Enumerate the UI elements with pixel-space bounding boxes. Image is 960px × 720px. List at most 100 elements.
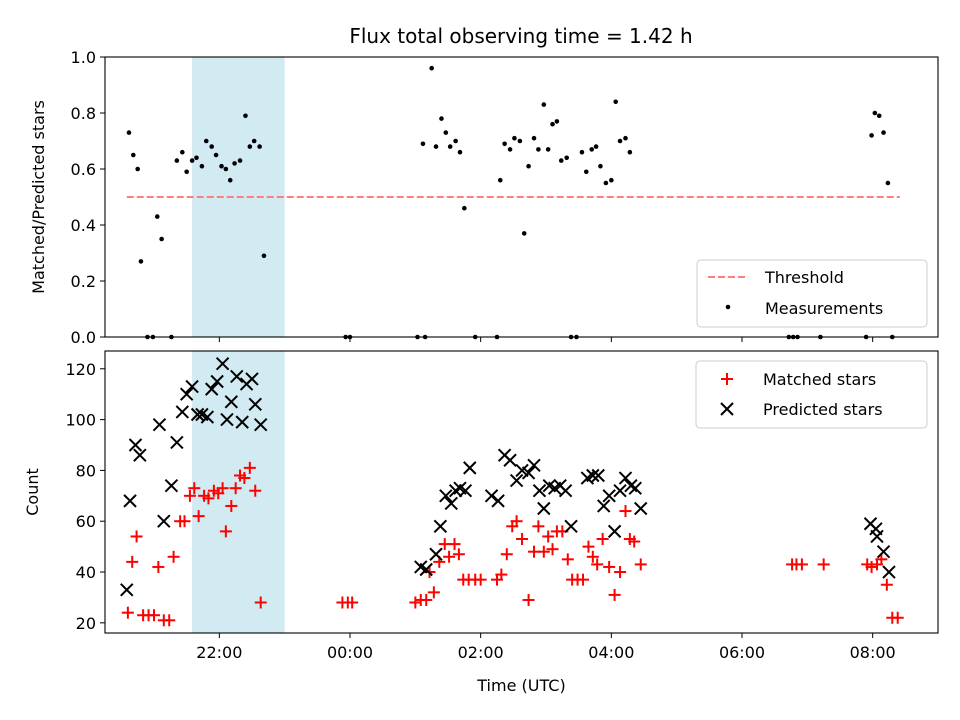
predicted-star-point [248, 397, 262, 412]
matched-star-point [532, 520, 545, 533]
count-y-tick-label: 60 [76, 512, 96, 531]
predicted-star-point [558, 484, 573, 498]
measurement-point [223, 166, 229, 172]
matched-star-point [427, 586, 440, 599]
matched-star-point [591, 558, 604, 571]
legend-measurements-swatch [725, 304, 731, 310]
predicted-star-point [628, 481, 642, 495]
predicted-star-point [254, 417, 268, 432]
measurement-point [541, 102, 547, 107]
measurement-point [881, 130, 886, 135]
predicted-star-point [230, 369, 244, 384]
predicted-star-point [597, 499, 611, 513]
matched-star-point [452, 548, 465, 561]
predicted-star-point [123, 494, 137, 508]
predicted-star-point [444, 496, 458, 511]
matched-star-point [614, 566, 627, 579]
predicted-star-point [532, 484, 547, 498]
measurement-point [462, 205, 467, 211]
measurement-point [243, 113, 248, 119]
matched-stars-series [121, 461, 904, 627]
ratio-y-axis: 0.0 0.2 0.4 0.6 0.8 1.0 [71, 48, 105, 347]
predicted-star-point [882, 565, 896, 579]
measurement-point [257, 144, 262, 149]
count-x-tick-label: 04:00 [588, 643, 634, 662]
count-x-tick-label: 08:00 [850, 643, 896, 662]
matched-star-point [148, 609, 160, 622]
measurement-point [184, 169, 189, 175]
measurement-point [219, 163, 224, 169]
predicted-star-point [429, 547, 443, 561]
ratio-panel: 0.0 0.2 0.4 0.6 0.8 1.0 Matched/Predicted sta… [29, 48, 939, 347]
matched-star-point [586, 550, 599, 563]
legend-matched-swatch [721, 373, 733, 385]
count-x-tick-label: 00:00 [327, 643, 373, 662]
ratio-y-tick-label: 1.0 [71, 48, 96, 67]
predicted-star-point [175, 405, 190, 419]
measurement-point [531, 135, 537, 141]
ratio-y-axis-label: Matched/Predicted stars [29, 100, 48, 294]
matched-star-point [891, 611, 904, 624]
measurement-point [429, 65, 434, 71]
predicted-star-point [586, 468, 600, 483]
predicted-star-point [509, 473, 524, 488]
predicted-stars-series [120, 356, 896, 597]
predicted-star-point [164, 478, 179, 493]
predicted-star-point [190, 407, 205, 422]
measurement-point [251, 138, 257, 144]
matched-star-point [608, 588, 621, 601]
count-x-tick-label: 02:00 [458, 643, 504, 662]
ratio-y-tick-label: 0.2 [71, 272, 96, 291]
legend-matched-label: Matched stars [763, 370, 876, 389]
measurement-point [517, 138, 523, 144]
matched-star-point [546, 543, 559, 556]
measurement-point [433, 144, 439, 149]
matched-star-point [188, 482, 201, 495]
measurement-point [598, 163, 603, 169]
ratio-y-tick-label: 0.4 [71, 216, 96, 235]
x-axis-label: Time (UTC) [476, 676, 565, 695]
matched-star-point [346, 596, 359, 609]
chart-title: Flux total observing time = 1.42 h [349, 24, 692, 48]
measurement-point [247, 144, 253, 149]
matched-star-point [192, 510, 205, 523]
legend-threshold-label: Threshold [764, 268, 844, 287]
measurement-point [502, 141, 507, 147]
predicted-star-point [128, 438, 143, 452]
measurement-point [617, 138, 623, 144]
measurements-series [126, 65, 895, 340]
measurement-point [558, 158, 564, 163]
predicted-star-point [458, 484, 473, 498]
predicted-star-point [179, 387, 194, 401]
matched-star-point [628, 535, 641, 548]
predicted-star-point [170, 435, 184, 450]
matched-star-point [225, 499, 238, 512]
measurement-point [885, 180, 891, 186]
matched-star-point [500, 548, 513, 561]
matched-star-point [167, 550, 180, 563]
predicted-star-point [245, 372, 259, 386]
predicted-star-point [607, 524, 622, 539]
matched-star-point [865, 560, 878, 573]
measurement-point [872, 110, 878, 116]
predicted-star-point [634, 501, 648, 516]
matched-star-point [121, 606, 134, 619]
measurement-point [154, 214, 160, 219]
predicted-star-point [200, 410, 215, 424]
count-y-tick-label: 120 [65, 360, 96, 379]
measurement-point [159, 236, 164, 242]
matched-star-point [603, 560, 616, 573]
measurement-point [126, 130, 132, 135]
measurement-point [589, 147, 595, 152]
ratio-y-tick-label: 0.0 [71, 328, 96, 347]
measurement-point [554, 119, 560, 124]
predicted-star-point [133, 448, 147, 462]
predicted-star-point [157, 514, 171, 528]
measurement-point [227, 177, 233, 183]
ratio-y-tick-label: 0.8 [71, 104, 96, 123]
measurement-point [209, 144, 215, 149]
ratio-axes-frame [104, 56, 939, 338]
measurement-point [180, 149, 185, 155]
matched-star-point [596, 533, 609, 545]
